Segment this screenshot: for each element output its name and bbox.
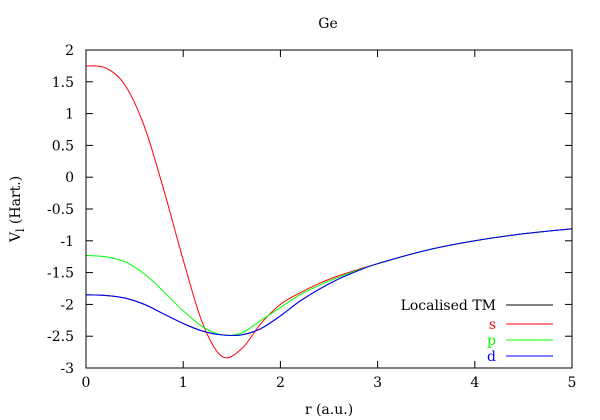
series-line-localised-tm	[85, 228, 573, 337]
x-tick-label: 1	[179, 375, 188, 391]
plot-curves	[85, 65, 573, 359]
axis-ticks: 0 1 2 3 4 5 2 1.5 1 0.5 0 -0.5 -1 -1.5 -2 -2.5 -3	[47, 43, 576, 391]
y-axis-label-subscript: l	[14, 228, 27, 232]
x-tick-label: 0	[82, 375, 91, 391]
legend-label-d: d	[487, 349, 496, 365]
legend-label-p: p	[487, 333, 496, 349]
x-axis-label: r (a.u.)	[305, 402, 353, 418]
series-line-s	[85, 65, 573, 359]
series-line-p	[85, 228, 573, 336]
series-line-d	[85, 228, 573, 337]
y-tick-label: -2	[60, 297, 74, 313]
chart-title: Ge	[318, 16, 337, 32]
y-tick-label: 1	[65, 107, 74, 123]
y-axis-label: Vl (Hart.)	[8, 176, 27, 243]
legend: Localised TM s p d	[401, 298, 553, 365]
legend-label-s: s	[489, 317, 496, 333]
y-axis-label-main: V	[8, 231, 24, 243]
y-tick-label: -0.5	[47, 202, 74, 218]
x-tick-label: 4	[470, 375, 479, 391]
y-tick-label: -2.5	[47, 329, 74, 345]
plot-frame	[85, 49, 573, 369]
y-tick-label: 1.5	[52, 75, 74, 91]
y-tick-label: -1.5	[47, 266, 74, 282]
x-tick-label: 2	[276, 375, 285, 391]
legend-label-localised-tm: Localised TM	[401, 298, 496, 314]
y-axis-label-unit: (Hart.)	[8, 176, 24, 229]
y-tick-label: -1	[60, 234, 74, 250]
y-tick-label: 0	[65, 170, 74, 186]
y-tick-label: 2	[65, 43, 74, 59]
x-tick-label: 5	[568, 375, 577, 391]
x-tick-label: 3	[373, 375, 382, 391]
y-tick-label: 0.5	[52, 138, 74, 154]
y-tick-label: -3	[60, 361, 74, 377]
